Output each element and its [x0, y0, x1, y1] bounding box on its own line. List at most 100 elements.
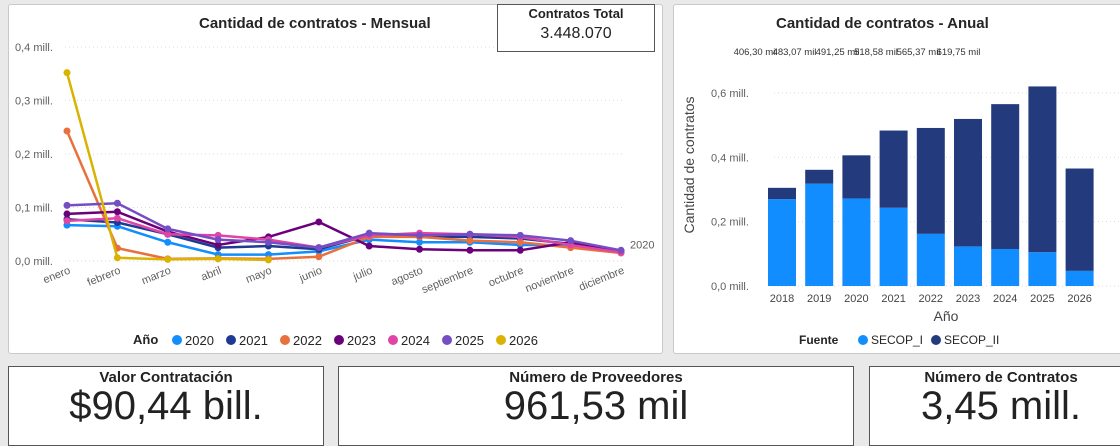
x-tick-label: febrero: [86, 265, 123, 289]
legend-marker: [280, 335, 290, 345]
x-tick-label: 2019: [807, 293, 831, 305]
contracts-total-card: Contratos Total 3.448.070: [497, 4, 655, 52]
data-point-2023: [113, 208, 121, 216]
legend-marker: [388, 335, 398, 345]
legend-marker: [226, 335, 236, 345]
x-tick-label: 2022: [919, 293, 943, 305]
data-point-2025: [214, 236, 222, 244]
data-point-2025: [164, 225, 172, 233]
x-tick-label: abril: [199, 265, 223, 284]
contracts-total-label: Contratos Total: [528, 6, 624, 21]
monthly-chart-panel: 0,0 mill. 0,1 mill. 0,2 mill. 0,3 mill. 0,4 …: [8, 4, 663, 354]
legend-marker: [172, 335, 182, 345]
kpi-value: 3,45 mill.: [920, 384, 1082, 428]
y-tick-label: 0,2 mill.: [711, 217, 749, 229]
data-point-2023: [214, 241, 222, 249]
legend-item-2020: 2020: [185, 333, 214, 348]
x-tick-label: 2018: [770, 293, 794, 305]
data-point-2023: [365, 242, 373, 250]
legend-marker: [496, 335, 506, 345]
data-point-2025: [516, 231, 524, 239]
data-point-2025: [617, 246, 625, 254]
data-point-2022: [63, 127, 71, 135]
monthly-chart-title: Cantidad de contratos - Mensual: [199, 15, 431, 32]
data-point-2024: [164, 230, 172, 238]
y-tick-label: 0,1 mill.: [15, 203, 53, 215]
y-tick-label: 0,0 mill.: [711, 281, 749, 293]
legend-title: Año: [133, 332, 158, 347]
x-tick-label: julio: [351, 265, 375, 284]
bar-segment-SECOP_II-2024: [991, 104, 1020, 249]
annual-chart-title: Cantidad de contratos - Anual: [776, 15, 989, 32]
kpi-label: Número de Proveedores: [509, 369, 683, 386]
bar-segment-SECOP_I-2025: [1028, 252, 1057, 286]
legend-item-SECOP_II: SECOP_II: [944, 333, 999, 347]
kpi-value: 961,53 mil: [503, 384, 689, 428]
x-tick-label: 2023: [956, 293, 980, 305]
y-tick-label: 0,0 mill.: [15, 256, 53, 268]
bar-segment-SECOP_I-2019: [805, 183, 834, 286]
x-tick-label: octubre: [487, 265, 526, 290]
bar-segment-SECOP_II-2020: [842, 155, 871, 199]
kpi-label: Número de Contratos: [924, 369, 1078, 386]
legend-item-2021: 2021: [239, 333, 268, 348]
data-point-2023: [416, 245, 424, 253]
x-tick-label: noviembre: [524, 265, 576, 295]
bar-segment-SECOP_I-2018: [768, 199, 796, 286]
x-tick-label: mayo: [244, 265, 273, 286]
y-tick-label: 0,6 mill.: [711, 88, 749, 100]
legend-title: Fuente: [799, 333, 839, 347]
bar-segment-SECOP_II-2026: [1065, 168, 1094, 271]
series-end-label: 2020: [630, 239, 654, 251]
data-point-2024: [63, 217, 71, 225]
bar-segment-SECOP_II-2023: [954, 118, 982, 247]
bar-segment-SECOP_II-2025: [1028, 86, 1057, 253]
y-tick-label: 0,4 mill.: [711, 152, 749, 164]
data-point-2022: [516, 238, 524, 246]
contracts-total-value: 3.448.070: [540, 25, 612, 42]
bar-segment-SECOP_II-2018: [768, 187, 796, 200]
x-tick-label: diciembre: [577, 265, 626, 294]
legend-item-2023: 2023: [347, 333, 376, 348]
data-point-2025: [365, 229, 373, 237]
data-point-2026: [63, 69, 71, 77]
bar-total-label: 619,75 mil: [937, 47, 981, 58]
data-point-2025: [63, 201, 71, 209]
data-point-2022: [466, 237, 474, 245]
x-tick-label: 2021: [881, 293, 905, 305]
data-point-2022: [315, 253, 323, 261]
bar-segment-SECOP_I-2026: [1065, 270, 1094, 286]
bar-total-label: 483,07 mil: [773, 47, 817, 58]
data-point-2025: [113, 199, 121, 207]
data-point-2026: [164, 255, 172, 263]
y-tick-label: 0,2 mill.: [15, 149, 53, 161]
series-line-2025: [66, 201, 622, 252]
bar-total-label: 518,58 mil: [854, 47, 898, 58]
monthly-line-chart[interactable]: 0,0 mill. 0,1 mill. 0,2 mill. 0,3 mill. 0,4 …: [9, 5, 662, 353]
annual-bar-chart[interactable]: 0,0 mill. 0,2 mill. 0,4 mill. 0,6 mill. Cant…: [674, 5, 1120, 353]
legend-marker: [931, 335, 941, 345]
data-point-2020: [416, 238, 424, 246]
series-line-2023: [66, 210, 622, 253]
x-tick-label: junio: [297, 265, 324, 285]
data-point-2025: [567, 237, 575, 245]
y-tick-label: 0,3 mill.: [15, 96, 53, 108]
data-point-2025: [466, 230, 474, 238]
legend-item-2025: 2025: [455, 333, 484, 348]
data-point-2020: [164, 238, 172, 246]
legend-marker: [442, 335, 452, 345]
x-tick-label: 2024: [993, 293, 1017, 305]
data-point-2023: [516, 246, 524, 254]
data-point-2023: [315, 218, 323, 226]
x-tick-label: 2025: [1030, 293, 1054, 305]
legend-marker: [334, 335, 344, 345]
data-point-2026: [113, 254, 121, 262]
bar-segment-SECOP_I-2022: [916, 233, 945, 286]
bar-total-label: 491,25 mil: [816, 47, 860, 58]
series-line-2022: [65, 130, 622, 261]
bar-segment-SECOP_I-2023: [954, 246, 982, 286]
data-point-2025: [416, 231, 424, 239]
legend-item-SECOP_I: SECOP_I: [871, 333, 923, 347]
kpi-label: Valor Contratación: [99, 369, 233, 386]
kpi-card-numero-proveedores: Número de Proveedores 961,53 mil: [338, 366, 854, 446]
